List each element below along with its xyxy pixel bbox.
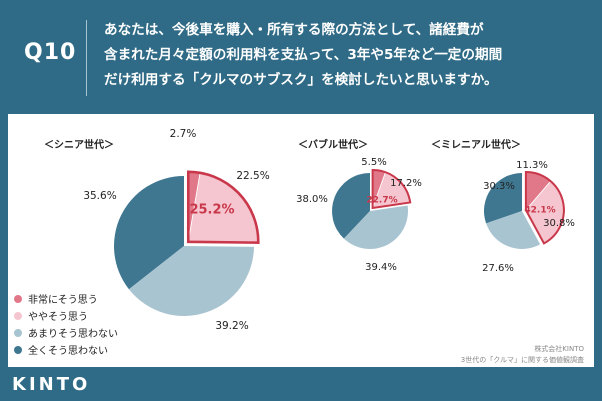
highlight-label: 42.1% (524, 206, 555, 216)
pie-slice (486, 211, 541, 249)
value-label: 27.6% (482, 263, 514, 274)
legend-item: あまりそう思わない (14, 324, 118, 341)
highlight-outline (186, 170, 260, 244)
group-label-millennial: ＜ミレニアル世代＞ (431, 140, 521, 151)
legend-swatch (14, 328, 22, 337)
value-label: 39.4% (365, 262, 397, 273)
legend-swatch (14, 294, 22, 303)
legend-label: 非常にそう思う (28, 295, 98, 306)
legend: 非常にそう思う ややそう思う あまりそう思わない 全くそう思わない (14, 290, 118, 358)
value-label: 2.7% (170, 128, 197, 140)
value-label: 5.5% (361, 157, 386, 168)
value-label: 38.0% (296, 194, 328, 205)
value-label: 11.3% (516, 160, 548, 171)
kinto-logo: KINTO (12, 374, 91, 395)
legend-item: 非常にそう思う (14, 290, 118, 307)
value-label: 30.3% (483, 181, 515, 192)
pie-3: 42.1% 11.3% 30.8% 27.6% 30.3% (482, 160, 575, 274)
question-line-3: だけ利用する「クルマのサブスク」を検討したいと思いますか。 (104, 72, 498, 88)
legend-label: ややそう思う (28, 312, 88, 323)
group-label-senior: ＜シニア世代＞ (44, 140, 114, 151)
value-label: 30.8% (543, 218, 575, 229)
credit-survey: 3世代の「クルマ」に関する価値観調査 (460, 356, 584, 364)
pie-1: 25.2% 2.7% 22.5% 39.2% 35.6% (83, 128, 269, 332)
legend-label: あまりそう思わない (28, 329, 118, 340)
group-label-bubble: ＜バブル世代＞ (298, 140, 368, 151)
credit-company: 株式会社KINTO (534, 345, 584, 353)
value-label: 39.2% (215, 320, 248, 332)
highlight-outline (371, 168, 412, 210)
question-line-1: あなたは、今後車を購入・所有する際の方法として、諸経費が (104, 22, 484, 38)
legend-label: 全くそう思わない (28, 346, 108, 357)
header: Q10 あなたは、今後車を購入・所有する際の方法として、諸経費が 含まれた月々定… (0, 0, 602, 114)
pie-charts: 25.2% 2.7% 22.5% 39.2% 35.6% 22.7% 5.5% 17.2% 39… (83, 128, 575, 332)
legend-swatch (14, 311, 22, 320)
legend-item: ややそう思う (14, 307, 118, 324)
highlight-label: 25.2% (189, 203, 234, 218)
question-text: あなたは、今後車を購入・所有する際の方法として、諸経費が 含まれた月々定額の利用… (104, 18, 594, 93)
pie-slice (113, 176, 184, 290)
pie-slice (128, 246, 254, 317)
value-label: 35.6% (83, 190, 116, 202)
pie-slice (332, 173, 370, 239)
highlight-outline (524, 171, 565, 245)
legend-swatch (14, 345, 22, 354)
legend-item: 全くそう思わない (14, 341, 118, 358)
pie-slice (343, 205, 408, 249)
pie-slice (484, 173, 522, 224)
chart-panel: 25.2% 2.7% 22.5% 39.2% 35.6% 22.7% 5.5% 17.2% 39… (8, 114, 594, 367)
header-divider (86, 20, 87, 96)
value-label: 22.5% (236, 170, 269, 182)
highlight-label: 22.7% (366, 196, 397, 206)
question-line-2: 含まれた月々定額の利用料を支払って、3年や5年など一定の期間 (104, 47, 503, 63)
pie-2: 22.7% 5.5% 17.2% 39.4% 38.0% (296, 157, 422, 273)
value-label: 17.2% (390, 178, 422, 189)
question-number: Q10 (24, 40, 77, 65)
